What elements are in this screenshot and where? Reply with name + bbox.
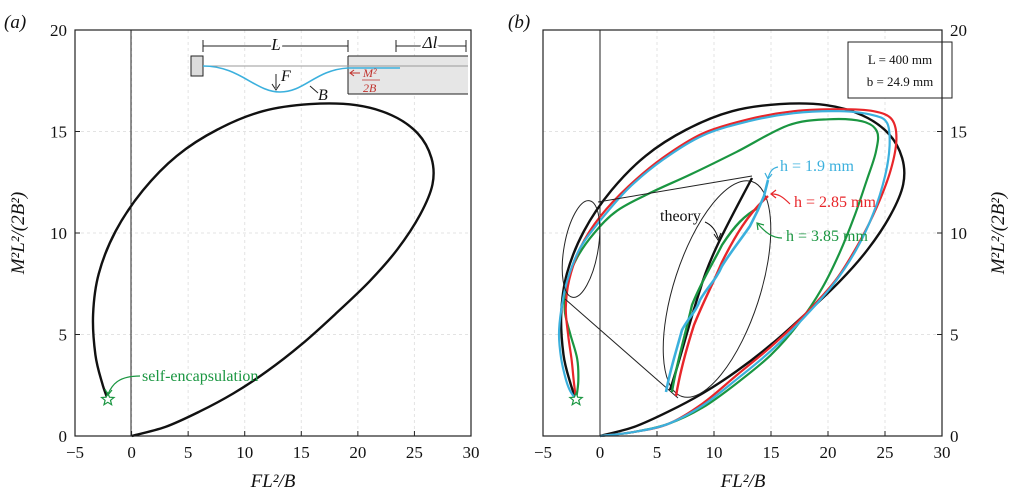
inset-beam (202, 65, 400, 93)
x-tick-label: 15 (763, 443, 780, 462)
inset-label-F: F (280, 68, 291, 85)
zoom-red (674, 195, 769, 397)
series-h-1-9-mm-b (557, 110, 891, 438)
panel-b-x-ticks: −5 0 5 10 15 20 25 30 (534, 431, 951, 462)
inset-label-dl: Δl (422, 33, 438, 52)
theory-label: theory (660, 208, 701, 225)
zoom-callout (561, 175, 772, 399)
panel-a-curves (91, 102, 435, 438)
y-tick-label: 0 (950, 427, 959, 446)
inset-label-B: B (318, 87, 328, 104)
h285-label: h = 2.85 mm (794, 194, 876, 211)
inset-label-M2: M² (362, 66, 377, 80)
inset-force-arrowhead (271, 83, 281, 91)
star-marker-a (100, 391, 116, 407)
panel-a-y-ticks: 0 5 10 15 20 (50, 21, 80, 446)
x-tick-label: 30 (463, 443, 480, 462)
h19-label: h = 1.9 mm (780, 158, 854, 175)
self-encapsulation-label: self-encapsulation (142, 368, 258, 385)
zoom-large-ellipse (662, 180, 772, 398)
theory-arrow (704, 221, 719, 239)
theory-arrowhead (713, 232, 722, 242)
zoom-connector-top (597, 175, 753, 203)
x-tick-label: 10 (236, 443, 253, 462)
series-h-2-85-mm-b (564, 108, 898, 438)
x-tick-label: 20 (820, 443, 837, 462)
panel-b-label: (b) (508, 12, 530, 33)
series-theory-b (559, 102, 906, 438)
y-tick-label: 5 (950, 326, 959, 345)
self-encapsulation-annotation: self-encapsulation (104, 368, 258, 397)
x-tick-label: 10 (706, 443, 723, 462)
parameter-b: b = 24.9 mm (867, 74, 934, 89)
annotation-arrow (107, 375, 141, 395)
x-tick-label: 0 (596, 443, 605, 462)
x-tick-label: 25 (406, 443, 423, 462)
x-tick-label: 5 (653, 443, 662, 462)
h19-arrowhead (764, 172, 773, 181)
series-h-3-85-mm-b (563, 117, 880, 438)
inset-label-2B: 2B (363, 81, 377, 95)
star-marker-b (568, 391, 584, 407)
y-tick-label: 15 (950, 123, 967, 142)
inset-schematic: L Δl F B M² 2B (190, 31, 468, 104)
y-tick-label: 15 (50, 123, 67, 142)
x-tick-label: −5 (534, 443, 552, 462)
x-tick-label: 0 (127, 443, 136, 462)
y-tick-label: 5 (59, 326, 68, 345)
x-tick-label: 15 (293, 443, 310, 462)
panel-a-ylabel: M²L²/(2B²) (8, 192, 29, 276)
h19-arrow (767, 166, 779, 179)
y-tick-label: 0 (59, 427, 68, 446)
y-tick-label: 20 (50, 21, 67, 40)
y-tick-label: 10 (50, 224, 67, 243)
inset-bend-arrow (309, 85, 319, 94)
x-tick-label: −5 (66, 443, 84, 462)
panel-b-ylabel: M²L²/(2B²) (988, 192, 1009, 276)
x-tick-label: 5 (184, 443, 193, 462)
panel-a-x-ticks: −5 0 5 10 15 20 25 30 (66, 431, 480, 462)
series-curve-a (91, 102, 435, 438)
h385-arrow (757, 223, 783, 239)
zoom-green (670, 206, 759, 393)
x-tick-label: 30 (934, 443, 951, 462)
panel-a-xlabel: FL²/B (250, 471, 296, 492)
zoom-connector-bottom (564, 298, 679, 399)
x-tick-label: 25 (877, 443, 894, 462)
h285-arrow (771, 193, 791, 205)
panel-b-annotations: theory h = 1.9 mm h = 2.85 mm h = 3.85 m… (660, 158, 876, 245)
panel-b-xlabel: FL²/B (720, 471, 766, 492)
zoom-small-ellipse (561, 200, 601, 298)
x-tick-label: 20 (349, 443, 366, 462)
h285-arrowhead (770, 189, 777, 199)
annotation-arrowhead (104, 388, 113, 397)
parameter-L: L = 400 mm (868, 52, 932, 67)
h385-label: h = 3.85 mm (786, 228, 868, 245)
panel-b-curves (557, 102, 906, 438)
panel-a-label: (a) (4, 12, 26, 33)
inset-clamp-left (190, 55, 204, 77)
panel-b: (b) theory h = 1.9 mm h = 2.85 mm (508, 12, 1009, 492)
panel-a-grid (75, 30, 471, 436)
inset-moment-arrowhead (349, 69, 355, 77)
inset-clamp-right (348, 56, 468, 94)
y-tick-label: 10 (950, 224, 967, 243)
inset-label-L: L (270, 35, 280, 54)
h385-arrowhead (756, 222, 765, 231)
parameter-box: L = 400 mm b = 24.9 mm (847, 41, 953, 99)
parameter-box-frame (847, 41, 953, 99)
y-tick-label: 20 (950, 21, 967, 40)
zoom-blue (664, 179, 770, 393)
panel-b-y-ticks: 0 5 10 15 20 (937, 21, 967, 446)
